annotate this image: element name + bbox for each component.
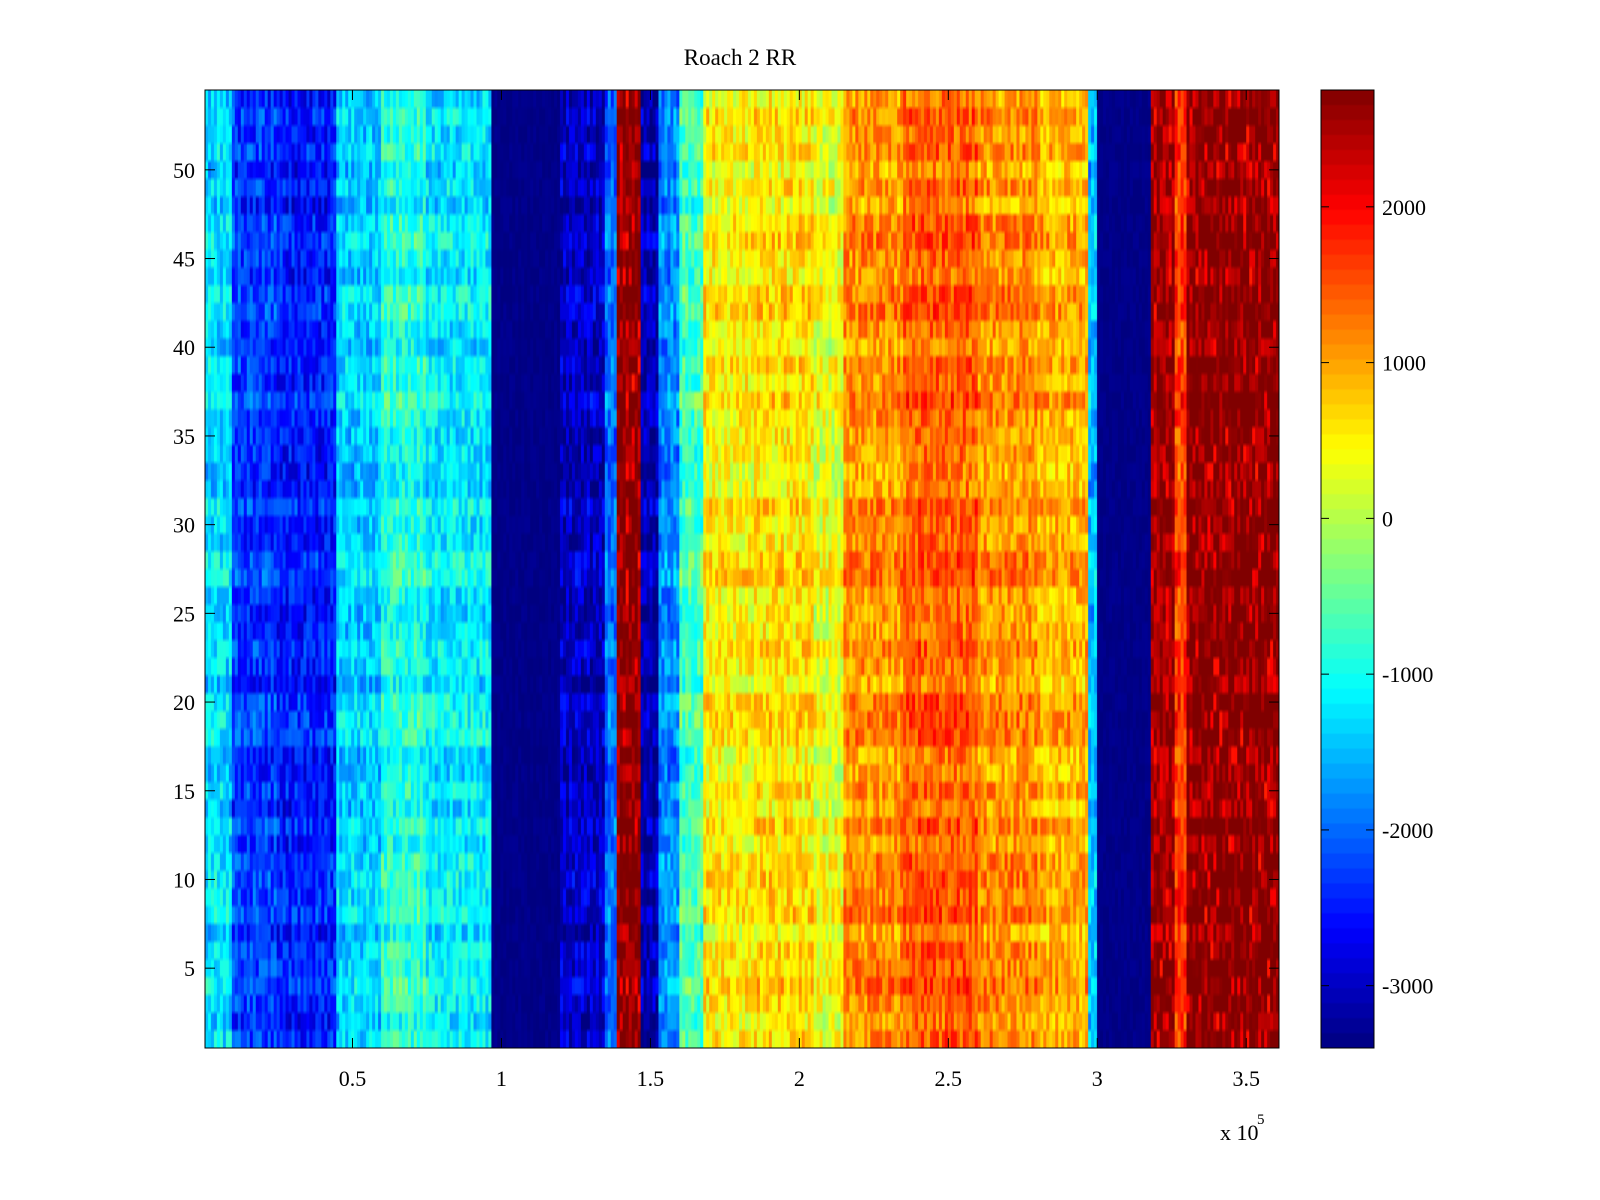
colorbar-tick-label-0: 2000 [1382,195,1426,220]
colorbar-ticks: 2000 1000 0 -1000 -2000 -3000 [1321,195,1433,999]
y-axis: 5 10 15 20 25 30 35 40 45 50 [173,158,1279,981]
heatmap-image [205,90,1279,1048]
x-multiplier-label: x 10 [1220,1120,1259,1145]
y-tick-label-9: 50 [173,158,195,183]
colorbar: 2000 1000 0 -1000 -2000 -3000 [1320,89,1433,1049]
x-multiplier-exponent: 5 [1257,1112,1265,1128]
x-tick-label-0: 0.5 [339,1066,367,1091]
y-tick-label-8: 45 [173,247,195,272]
colorbar-tick-label-1: 1000 [1382,351,1426,376]
colorbar-tick-label-4: -2000 [1382,818,1433,843]
heatmap-area [205,90,1279,1048]
y-tick-label-3: 20 [173,690,195,715]
x-tick-label-2: 1.5 [637,1066,665,1091]
colorbar-tick-label-2: 0 [1382,506,1393,531]
y-tick-label-1: 10 [173,867,195,892]
colorbar-tick-label-3: -1000 [1382,662,1433,687]
y-tick-label-0: 5 [184,956,195,981]
colorbar-image [1321,90,1374,1048]
y-tick-label-2: 15 [173,779,195,804]
x-tick-label-3: 2 [794,1066,805,1091]
y-tick-label-4: 25 [173,601,195,626]
chart-title: Roach 2 RR [684,45,797,70]
y-tick-label-5: 30 [173,513,195,538]
y-tick-label-6: 35 [173,424,195,449]
x-tick-label-5: 3 [1092,1066,1103,1091]
colorbar-frame [1320,89,1375,1049]
x-multiplier: x 10 5 [1220,1112,1265,1145]
plot-frame [204,89,1280,1049]
colorbar-tick-label-5: -3000 [1382,974,1433,999]
y-tick-label-7: 40 [173,335,195,360]
x-tick-label-4: 2.5 [935,1066,963,1091]
x-tick-label-6: 3.5 [1232,1066,1260,1091]
x-tick-label-1: 1 [496,1066,507,1091]
x-axis: 0.5 1 1.5 2 2.5 3 3.5 [339,90,1260,1091]
